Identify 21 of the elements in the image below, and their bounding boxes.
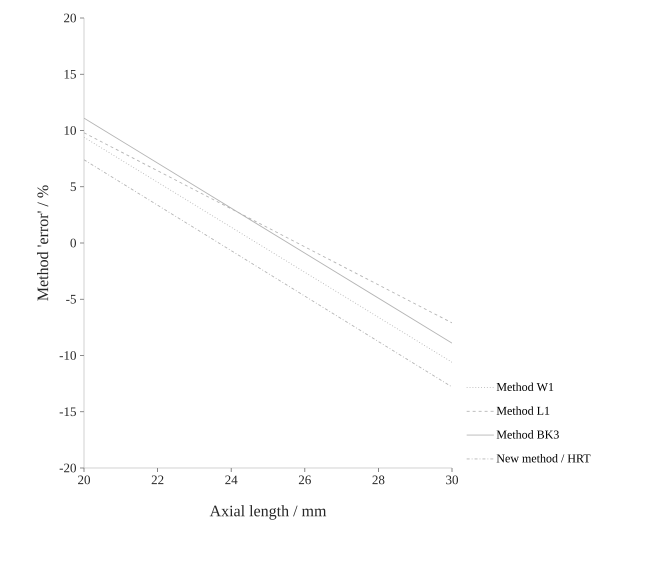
y-tick-label: -5 — [66, 294, 76, 304]
x-tick-label: 30 — [446, 476, 458, 484]
y-tick-label: -20 — [60, 464, 76, 472]
x-tick-label: 22 — [152, 476, 164, 484]
x-tick-label: 20 — [78, 476, 90, 484]
legend-label: Method BK3 — [496, 430, 559, 439]
y-tick-label: 15 — [64, 70, 76, 79]
y-tick-label: 0 — [70, 238, 76, 248]
y-tick-label: 20 — [64, 14, 76, 22]
legend-label: New method / HRT — [496, 454, 590, 462]
y-tick-label: -10 — [60, 351, 76, 360]
legend-label: Method W1 — [496, 382, 554, 392]
x-axis-title: Axial length / mm — [210, 505, 326, 520]
y-tick-label: 5 — [70, 182, 76, 192]
x-tick-label: 26 — [298, 476, 311, 484]
y-tick-label: -15 — [60, 407, 76, 416]
y-tick-label: 10 — [64, 126, 76, 135]
x-tick-label: 28 — [372, 476, 384, 484]
x-tick-label: 24 — [225, 476, 238, 484]
legend-label: Method L1 — [496, 406, 550, 415]
y-axis-title: Method 'error' / % — [36, 185, 48, 301]
